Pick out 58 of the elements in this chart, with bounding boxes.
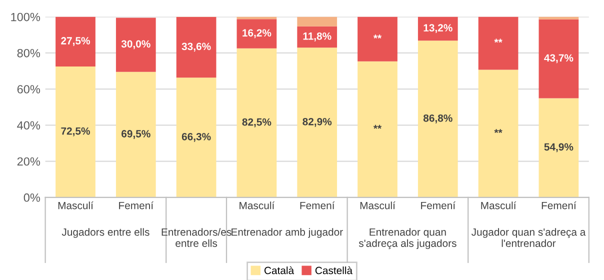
x-tick-label: Femení <box>119 201 154 210</box>
bar <box>478 16 518 70</box>
data-label: 82,9% <box>302 118 332 127</box>
data-label: ** <box>373 124 382 129</box>
bar <box>538 16 579 20</box>
bar <box>478 70 518 198</box>
x-tick-label: Masculí <box>240 201 275 210</box>
y-tick-label: 40% <box>17 121 40 130</box>
bar <box>358 61 398 198</box>
y-tick-label: 20% <box>17 157 40 166</box>
bar <box>418 40 458 198</box>
x-tick-label: Masculí <box>360 201 396 210</box>
bar <box>116 18 156 72</box>
data-label: 27,5% <box>61 37 90 46</box>
x-tick-label: Femení <box>542 201 576 210</box>
data-label: 66,3% <box>182 132 211 142</box>
bar <box>538 98 579 198</box>
text: Jugadors entre ells <box>62 228 150 238</box>
data-label: 86,8% <box>423 114 452 124</box>
bar <box>176 78 216 198</box>
data-label: ** <box>373 34 382 39</box>
data-label: 54,9% <box>544 143 574 152</box>
bar <box>56 66 96 198</box>
data-label: 33,6% <box>182 42 211 52</box>
bar <box>116 72 156 198</box>
data-label: 16,2% <box>242 29 272 38</box>
text: Entrenador quan s'adreça als jugadors <box>358 228 456 250</box>
y-tick-label: 60% <box>17 85 40 94</box>
text: Jugador quan s'adreça a l'entrenador <box>472 228 586 248</box>
bar <box>56 16 96 66</box>
data-label: 13,2% <box>424 24 452 34</box>
x-tick-label: Femení <box>300 201 335 210</box>
x-tick-label: Masculí <box>481 201 516 210</box>
data-label: 30,0% <box>121 40 150 50</box>
bar <box>538 19 579 98</box>
data-label: 11,8% <box>303 32 332 42</box>
data-label: ** <box>494 38 502 43</box>
data-label: 82,5% <box>242 118 272 128</box>
legend-label: Castellà <box>315 266 353 274</box>
text: Entrenadors/es entre ells <box>162 228 232 247</box>
x-tick-label: Masculí <box>58 201 94 210</box>
bar <box>236 48 277 198</box>
y-tick-label: 100% <box>11 12 40 22</box>
data-label: 43,7% <box>544 54 574 64</box>
y-tick-label: 0% <box>24 193 40 202</box>
x-tick-label: Femení <box>421 201 456 210</box>
bar <box>418 16 458 41</box>
y-tick-label: 80% <box>17 48 40 58</box>
legend-label: Català <box>264 266 294 274</box>
bar <box>236 19 277 48</box>
data-label: ** <box>494 129 502 133</box>
bar <box>297 16 338 26</box>
bar <box>297 48 338 198</box>
data-label: 72,5% <box>61 127 90 136</box>
bar <box>358 16 398 62</box>
data-label: 69,5% <box>122 130 150 139</box>
text: Entrenador amb jugador <box>232 228 343 238</box>
bar <box>176 16 216 78</box>
